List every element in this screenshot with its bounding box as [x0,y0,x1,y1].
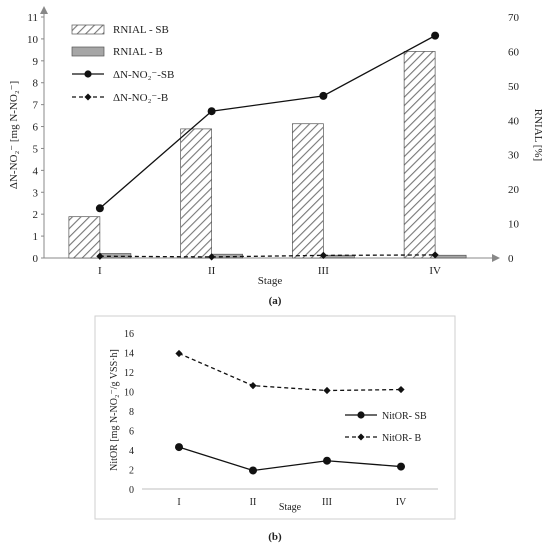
bar-rnial-sb-i [68,216,101,259]
point-nitor-sb-iv [397,462,405,471]
point-nitor-sb-ii [249,466,257,475]
legend-label-nitor-b: NitOR- B [382,433,422,444]
chart-a-ytick-label: 4 [33,165,39,177]
legend-label-dno2-sb: ΔN-NO₂⁻-SB [113,69,174,81]
chart-a-y2tick-label: 60 [508,46,520,58]
chart-b-xlabel: Stage [279,502,302,513]
chart-a-y2tick-label: 10 [508,219,520,231]
chart-a-y2label: RNIAL [%] [532,109,544,161]
bar-rnial-sb-ii [180,128,212,259]
chart-a-ytick-label: 7 [33,100,39,112]
chart-b-xtick-label-i: I [177,497,180,508]
chart-a-y-axis-arrow [40,6,48,14]
chart-b-ytick-label: 12 [124,368,134,379]
line-n-no-b [99,254,436,258]
chart-b-ylabel: NitOR [mg N-NO₂⁻/g VSS·h] [109,349,120,471]
chart-a-y2tick-label: 0 [508,253,514,265]
line-nitor-b [178,352,402,392]
line-nitor-sb [178,446,402,472]
chart-a-xtick-label-iv: IV [429,265,441,277]
chart-a-y2tick-label: 70 [508,12,520,24]
legend-marker-nitor-b [357,433,365,441]
chart-a-legend: RNIAL - SB RNIAL - B ΔN-NO₂⁻-SB ΔN-NO₂⁻-… [71,24,174,104]
chart-a-ytick-label: 6 [33,122,39,134]
chart-a-ytick-label: 8 [33,78,39,90]
chart-b-ytick-label: 16 [124,329,134,340]
chart-a-ytick-label: 1 [33,231,39,243]
chart-a-lines [95,31,440,261]
point-n-no-b-ii [208,253,216,261]
chart-b-ytick-label: 4 [129,446,134,457]
legend-marker-dno2-sb [84,70,92,78]
chart-b-lines [175,349,405,475]
chart-a-ytick-label: 3 [33,187,39,199]
point-nitor-sb-i [175,443,183,452]
chart-a-ytick-label: 2 [33,209,39,221]
chart-a-ytick-label: 5 [33,143,39,155]
point-n-no-b-iii [319,251,327,259]
chart-a-ytick-label: 10 [27,34,39,46]
legend-marker-nitor-sb [357,411,365,419]
chart-b-ytick-label: 2 [129,466,134,477]
chart-a-y2tick-label: 40 [508,115,520,127]
point-n-no-sb-iii [319,91,328,100]
point-n-no-sb-iv [431,31,440,40]
chart-a-xtick-label-ii: II [208,265,216,277]
chart-b-ytick-label: 14 [124,349,134,360]
chart-a-ytick-label: 9 [33,56,39,68]
point-n-no-sb-i [95,204,104,213]
point-nitor-b-iii [323,386,331,395]
chart-a-xlabel: Stage [258,275,283,287]
legend-label-rnial-b: RNIAL - B [113,46,163,58]
line-n-no-sb [99,35,436,209]
point-nitor-sb-iii [323,456,331,465]
point-nitor-b-i [175,349,183,358]
chart-b-ytick-label: 8 [129,407,134,418]
legend-swatch-rnial-sb [71,24,105,35]
chart-b-xtick-label-ii: II [250,497,257,508]
chart-a-ytick-label: 11 [27,12,38,24]
chart-b-ytick-label: 10 [124,388,134,399]
point-nitor-b-iv [397,385,405,394]
panel-b-label: (b) [268,531,282,543]
chart-b-xtick-label-iii: III [322,497,332,508]
chart-a-y2tick-label: 20 [508,184,520,196]
legend-label-dno2-b: ΔN-NO₂⁻-B [113,92,168,104]
chart-a-y2tick-label: 30 [508,150,520,162]
chart-b-ytick-label: 0 [129,485,134,496]
chart-a-ytick-label: 0 [33,253,39,265]
panel-a-label: (a) [269,295,282,307]
chart-a-x-axis-arrow [492,254,500,262]
legend-label-nitor-sb: NitOR- SB [382,411,427,422]
chart-b-xtick-label-iv: IV [396,497,407,508]
bar-rnial-sb-iii [292,123,324,259]
legend-label-rnial-sb: RNIAL - SB [113,24,169,36]
chart-b-ytick-label: 6 [129,427,134,438]
chart-a-y2tick-label: 50 [508,81,520,93]
chart-a-bars [68,51,467,259]
point-n-no-sb-ii [207,107,216,116]
bar-rnial-sb-iv [403,51,436,259]
legend-marker-dno2-b [84,93,92,101]
point-n-no-b-i [96,252,104,260]
chart-a-ylabel: ΔN-NO₂⁻ [mg N-NO₂⁻] [8,81,20,189]
point-n-no-b-iv [431,251,439,259]
chart-b-frame [94,315,456,520]
chart-b-legend: NitOR- SB NitOR- B [345,411,427,444]
legend-swatch-rnial-b [71,46,105,57]
chart-a-xtick-label-iii: III [318,265,329,277]
bar-rnial-b-iv [434,254,467,259]
point-nitor-b-ii [249,382,257,390]
chart-a-xtick-label-i: I [98,265,102,277]
